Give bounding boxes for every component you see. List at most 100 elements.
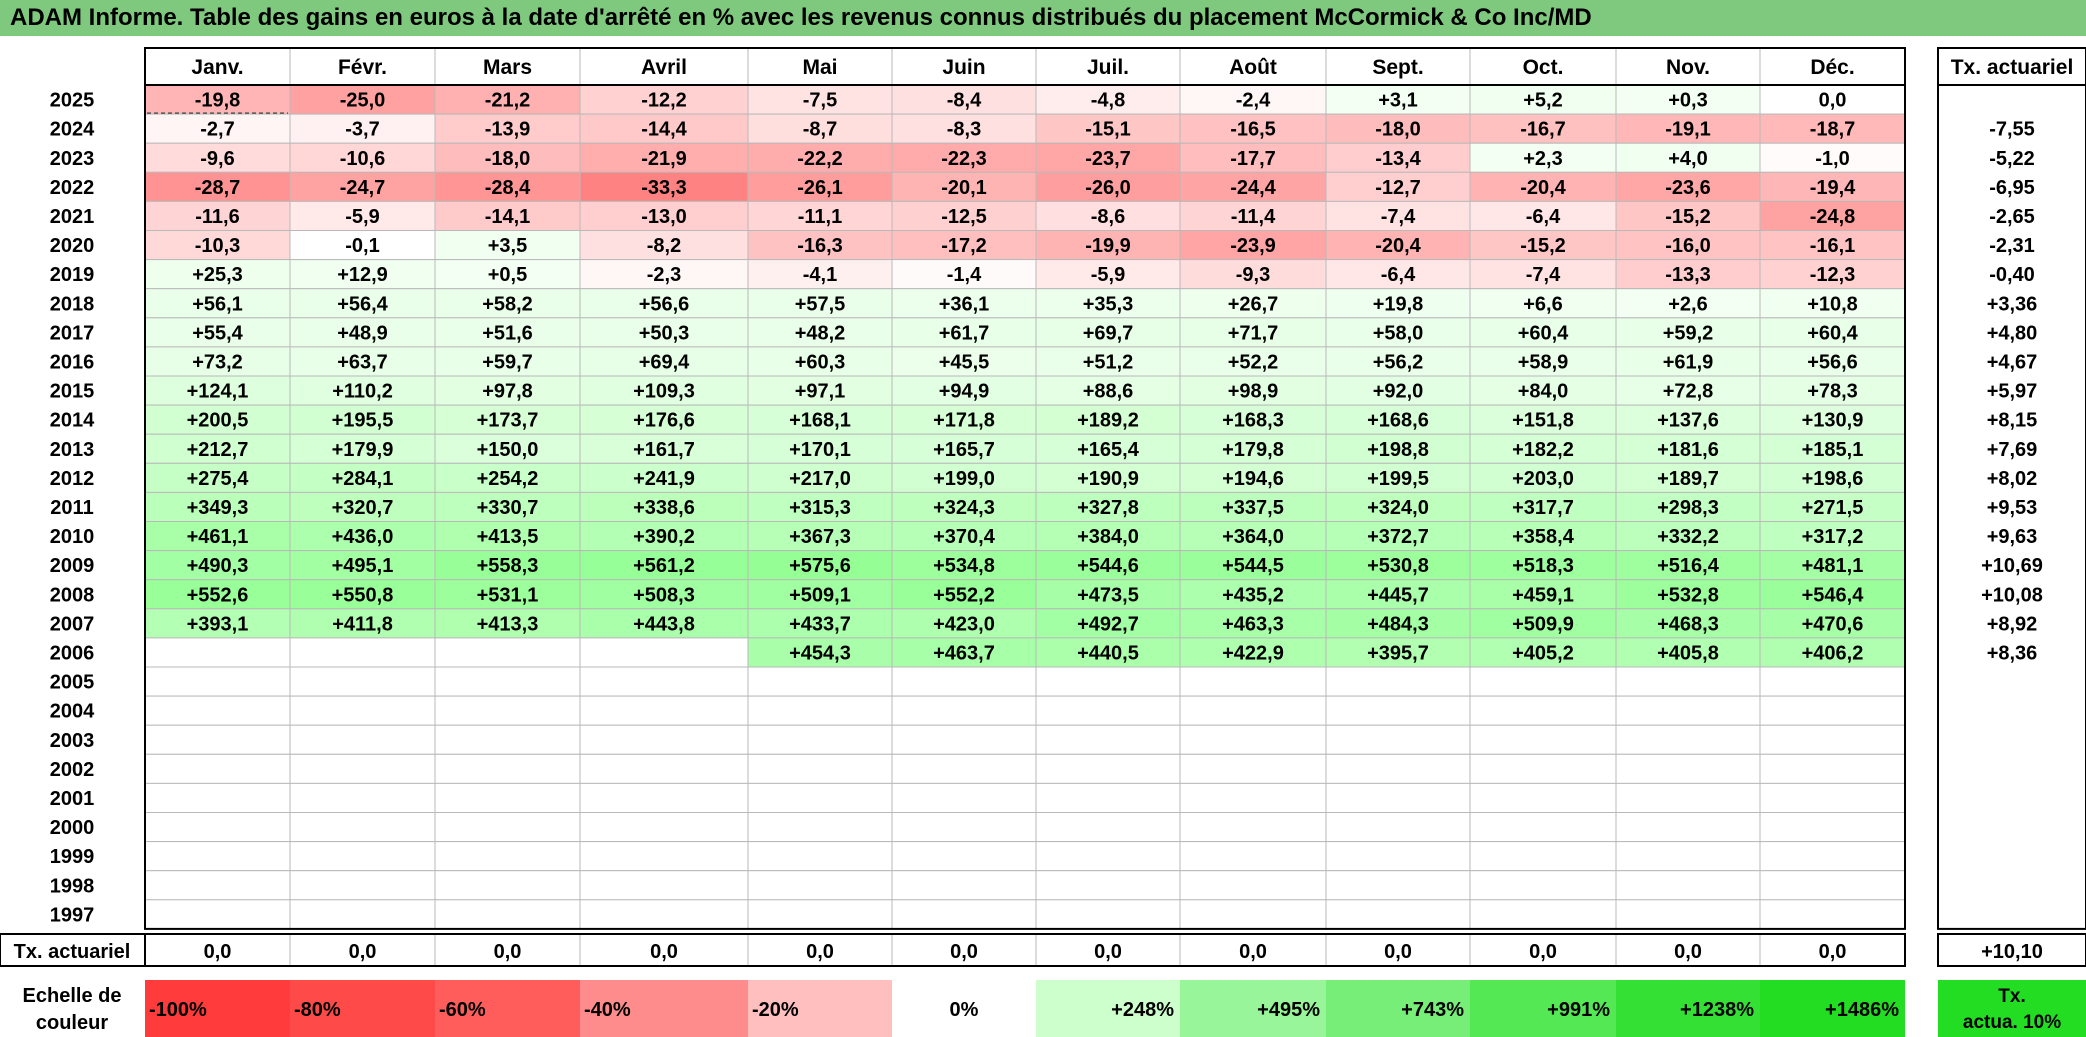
scale-swatch [748, 980, 892, 1037]
table-cell-value: +3,1 [1378, 90, 1417, 112]
table-cell-value: -11,6 [195, 206, 239, 228]
table-cell [1615, 899, 1761, 930]
table-cell-value: +48,2 [795, 322, 846, 344]
table-cell [891, 724, 1037, 755]
table-cell [1615, 404, 1761, 435]
table-cell [1469, 870, 1617, 901]
table-cell [1469, 433, 1617, 464]
footer-rate-border [1937, 933, 2086, 967]
footer-value: 0,0 [650, 941, 678, 963]
table-cell [1035, 812, 1181, 843]
table-cell [579, 491, 749, 522]
table-cell [1615, 521, 1761, 552]
table-cell-value: +59,2 [1663, 322, 1714, 344]
table-cell [891, 841, 1037, 872]
table-cell-value: -10,3 [195, 235, 241, 257]
table-cell-value: +199,0 [933, 468, 995, 490]
table-cell-value: -25,0 [340, 90, 386, 112]
table-cell-value: +55,4 [192, 322, 243, 344]
table-cell [1035, 753, 1181, 784]
table-cell [579, 753, 749, 784]
row-year-label: 2011 [50, 497, 93, 519]
table-cell-value: +5,2 [1523, 90, 1562, 112]
table-cell-value: +337,5 [1222, 497, 1284, 519]
row-year-label: 2015 [50, 381, 95, 403]
footer-value: 0,0 [1094, 941, 1122, 963]
row-rate-value: +8,02 [1987, 468, 2038, 490]
row-year-label: 2002 [50, 759, 95, 781]
table-cell [891, 695, 1037, 726]
table-cell [1325, 899, 1471, 930]
table-cell [1325, 666, 1471, 697]
footer-value: 0,0 [1239, 941, 1267, 963]
table-cell [891, 171, 1037, 202]
table-cell [579, 433, 749, 464]
data-area-border [144, 84, 1906, 930]
table-cell [1615, 841, 1761, 872]
table-cell-value: +58,0 [1373, 322, 1424, 344]
table-cell [289, 753, 436, 784]
table-cell [1469, 695, 1617, 726]
table-cell-value: +179,8 [1222, 439, 1284, 461]
table-cell-value: +199,5 [1367, 468, 1429, 490]
table-cell-value: +4,0 [1668, 148, 1707, 170]
table-cell-value: -5,9 [1091, 264, 1125, 286]
row-rate-value: +10,69 [1981, 555, 2043, 577]
table-cell [289, 666, 436, 697]
table-cell [579, 666, 749, 697]
month-header: Août [1229, 56, 1277, 79]
table-cell-value: +189,7 [1657, 468, 1719, 490]
scale-swatch-label: +991% [1547, 999, 1610, 1021]
table-cell [434, 433, 581, 464]
table-cell [1325, 782, 1471, 814]
table-cell-value: +484,3 [1367, 613, 1429, 635]
table-cell [289, 171, 436, 202]
table-cell-value: +185,1 [1802, 439, 1864, 461]
table-cell-value: +212,7 [187, 439, 249, 461]
scale-swatch-label: +1238% [1680, 999, 1754, 1021]
table-cell [144, 899, 291, 930]
table-cell [1325, 200, 1471, 231]
table-cell-value: +320,7 [332, 497, 394, 519]
table-cell-value: +88,6 [1083, 381, 1134, 403]
table-cell [1035, 491, 1181, 522]
table-cell-value: -9,6 [200, 148, 234, 170]
table-cell-value: -10,6 [340, 148, 386, 170]
table-cell-value: +422,9 [1222, 642, 1284, 664]
scale-swatch [580, 980, 748, 1037]
table-cell-value: -16,3 [797, 235, 843, 257]
table-cell-value: +370,4 [933, 526, 996, 548]
table-cell-value: -19,1 [1665, 119, 1711, 141]
table-cell-value: +440,5 [1077, 642, 1139, 664]
rate-column-border [1937, 84, 2086, 930]
table-cell [747, 841, 893, 872]
table-cell [1469, 812, 1617, 843]
month-header: Mai [802, 56, 837, 79]
table-cell-value: +3,5 [488, 235, 527, 257]
table-cell-value: -15,2 [1520, 235, 1566, 257]
table-cell [1035, 84, 1181, 115]
table-cell-value: +57,5 [795, 293, 846, 315]
table-cell-value: -7,5 [803, 90, 837, 112]
table-cell-value: -23,7 [1085, 148, 1131, 170]
table-cell [289, 200, 436, 231]
table-cell-value: +317,7 [1512, 497, 1574, 519]
table-cell-value: +124,1 [187, 381, 249, 403]
table-cell-value: -7,4 [1526, 264, 1561, 286]
table-cell-value: +327,8 [1077, 497, 1139, 519]
table-cell [1035, 200, 1181, 231]
table-cell-value: -18,0 [485, 148, 531, 170]
table-cell-value: +0,3 [1668, 90, 1707, 112]
table-cell-value: +150,0 [477, 439, 539, 461]
table-cell-value: +51,2 [1083, 351, 1134, 373]
table-cell-value: +405,2 [1512, 642, 1574, 664]
table-cell-value: +92,0 [1373, 381, 1424, 403]
table-cell [434, 608, 581, 639]
month-header: Juil. [1087, 56, 1129, 79]
table-cell [747, 84, 893, 115]
table-cell [289, 637, 436, 668]
scale-label: Echelle de [23, 985, 122, 1007]
table-cell [1035, 666, 1181, 697]
row-year-label: 2022 [50, 177, 95, 199]
month-header: Oct. [1523, 56, 1564, 79]
